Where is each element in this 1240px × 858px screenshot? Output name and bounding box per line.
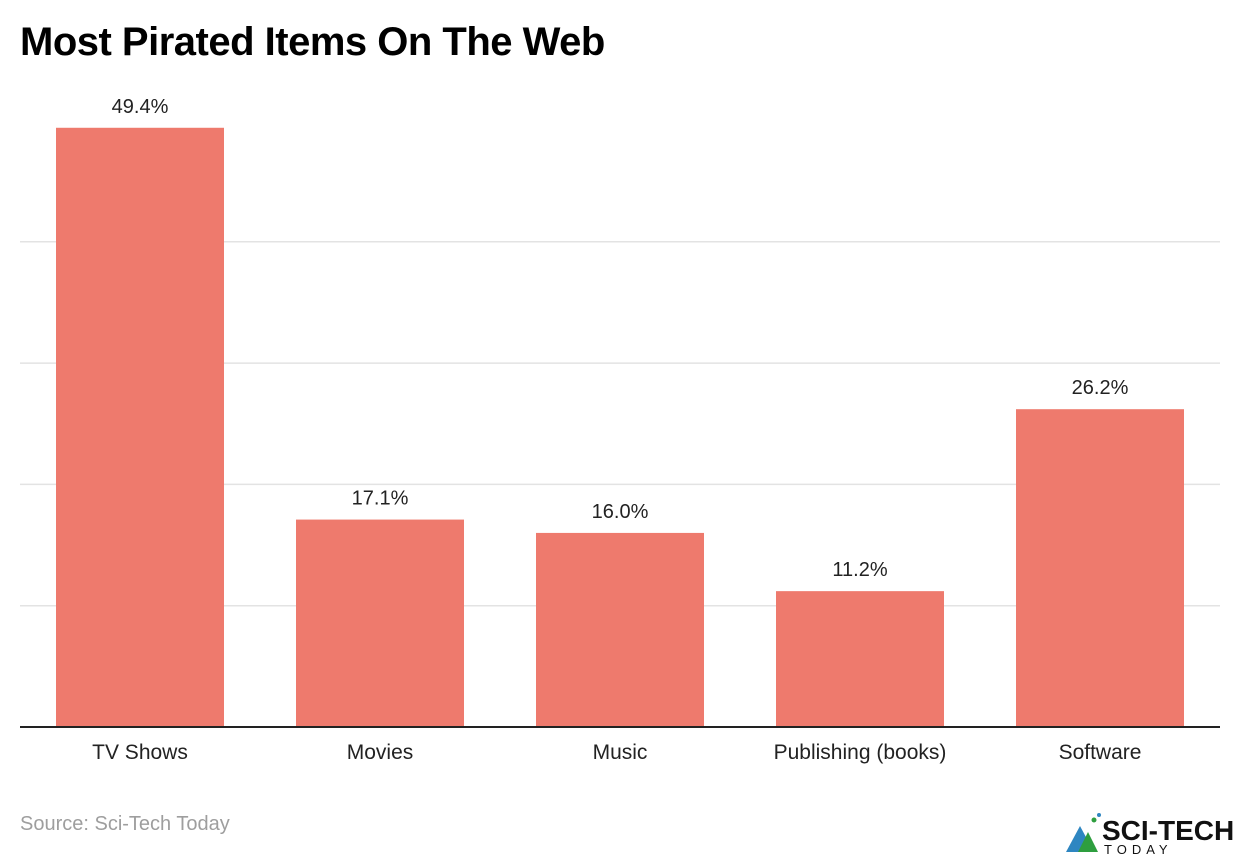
data-label: 49.4% [112, 96, 169, 118]
svg-text:SCI-TECH: SCI-TECH [1102, 815, 1234, 846]
bar-chart: 49.4% TV Shows 17.1% Movies 16.0% Music 11.2% P… [20, 96, 1220, 764]
x-tick-label: TV Shows [92, 741, 188, 764]
bar [1016, 409, 1184, 727]
x-tick-label: Software [1059, 741, 1142, 764]
chart-title: Most Pirated Items On The Web [20, 20, 605, 64]
x-tick-label: Movies [347, 741, 414, 764]
bar [536, 532, 704, 727]
data-label: 17.1% [352, 488, 409, 510]
svg-text:TODAY: TODAY [1104, 842, 1173, 856]
x-tick-label: Publishing (books) [774, 741, 947, 764]
bar [56, 127, 224, 727]
source-note: Source: Sci-Tech Today [20, 813, 230, 835]
bar [776, 591, 944, 727]
data-label: 16.0% [592, 501, 649, 523]
data-label: 11.2% [832, 559, 887, 581]
data-label: 26.2% [1072, 377, 1129, 399]
x-tick-label: Music [593, 741, 648, 764]
sci-tech-today-logo: SCI-TECH TODAY [1066, 813, 1234, 856]
bar [296, 519, 464, 727]
